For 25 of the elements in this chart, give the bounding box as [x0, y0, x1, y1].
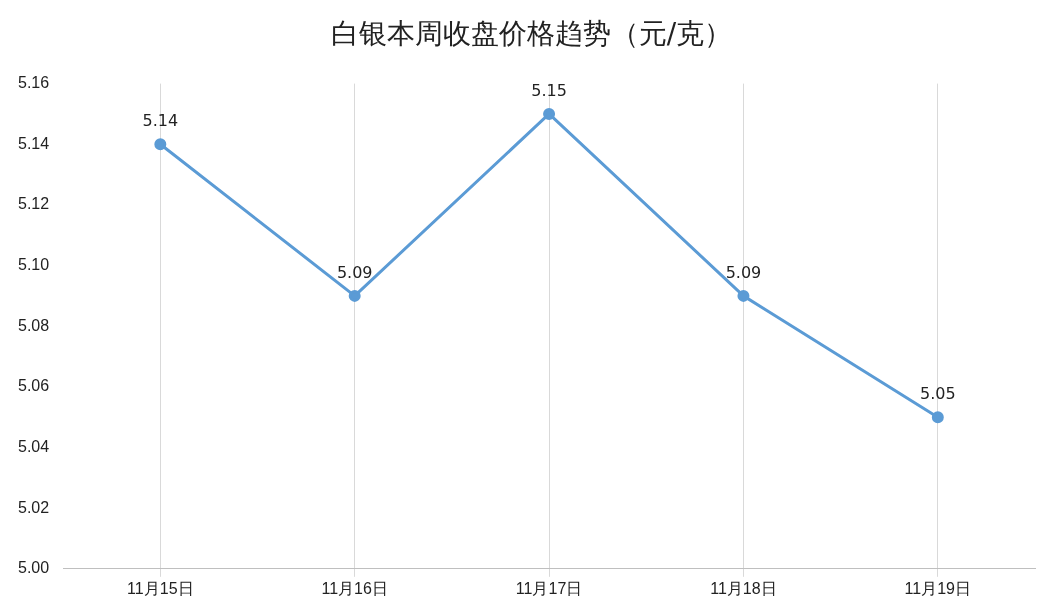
chart-title: 白银本周收盘价格趋势（元/克）: [329, 16, 734, 52]
data-label: 5.09: [725, 263, 762, 283]
x-tick-label: 11月18日: [710, 579, 777, 597]
point: [737, 289, 750, 302]
y-tick-label: 5.16: [18, 74, 50, 92]
point: [931, 411, 944, 424]
y-tick-label: 5.04: [18, 437, 50, 455]
y-tick-label: 5.10: [18, 255, 50, 273]
y-tick-label: 5.12: [18, 195, 50, 213]
y-tick-label: 5.14: [18, 134, 50, 152]
data-label: 5.14: [142, 111, 179, 131]
x-tick-label: 11月19日: [904, 579, 972, 597]
point: [154, 138, 167, 151]
y-tick-label: 5.08: [18, 316, 50, 334]
x-tick-label: 11月16日: [321, 579, 388, 597]
data-label: 5.05: [920, 384, 956, 404]
data-label: 5.09: [336, 263, 373, 283]
y-tick-label: 5.00: [18, 559, 50, 577]
y-tick-label: 5.06: [18, 377, 50, 395]
point: [348, 289, 361, 302]
point: [543, 107, 556, 120]
x-tick-label: 11月17日: [515, 579, 583, 597]
data-label: 5.15: [531, 81, 567, 101]
y-tick-label: 5.02: [18, 498, 50, 516]
x-tick-label: 11月15日: [127, 579, 194, 597]
